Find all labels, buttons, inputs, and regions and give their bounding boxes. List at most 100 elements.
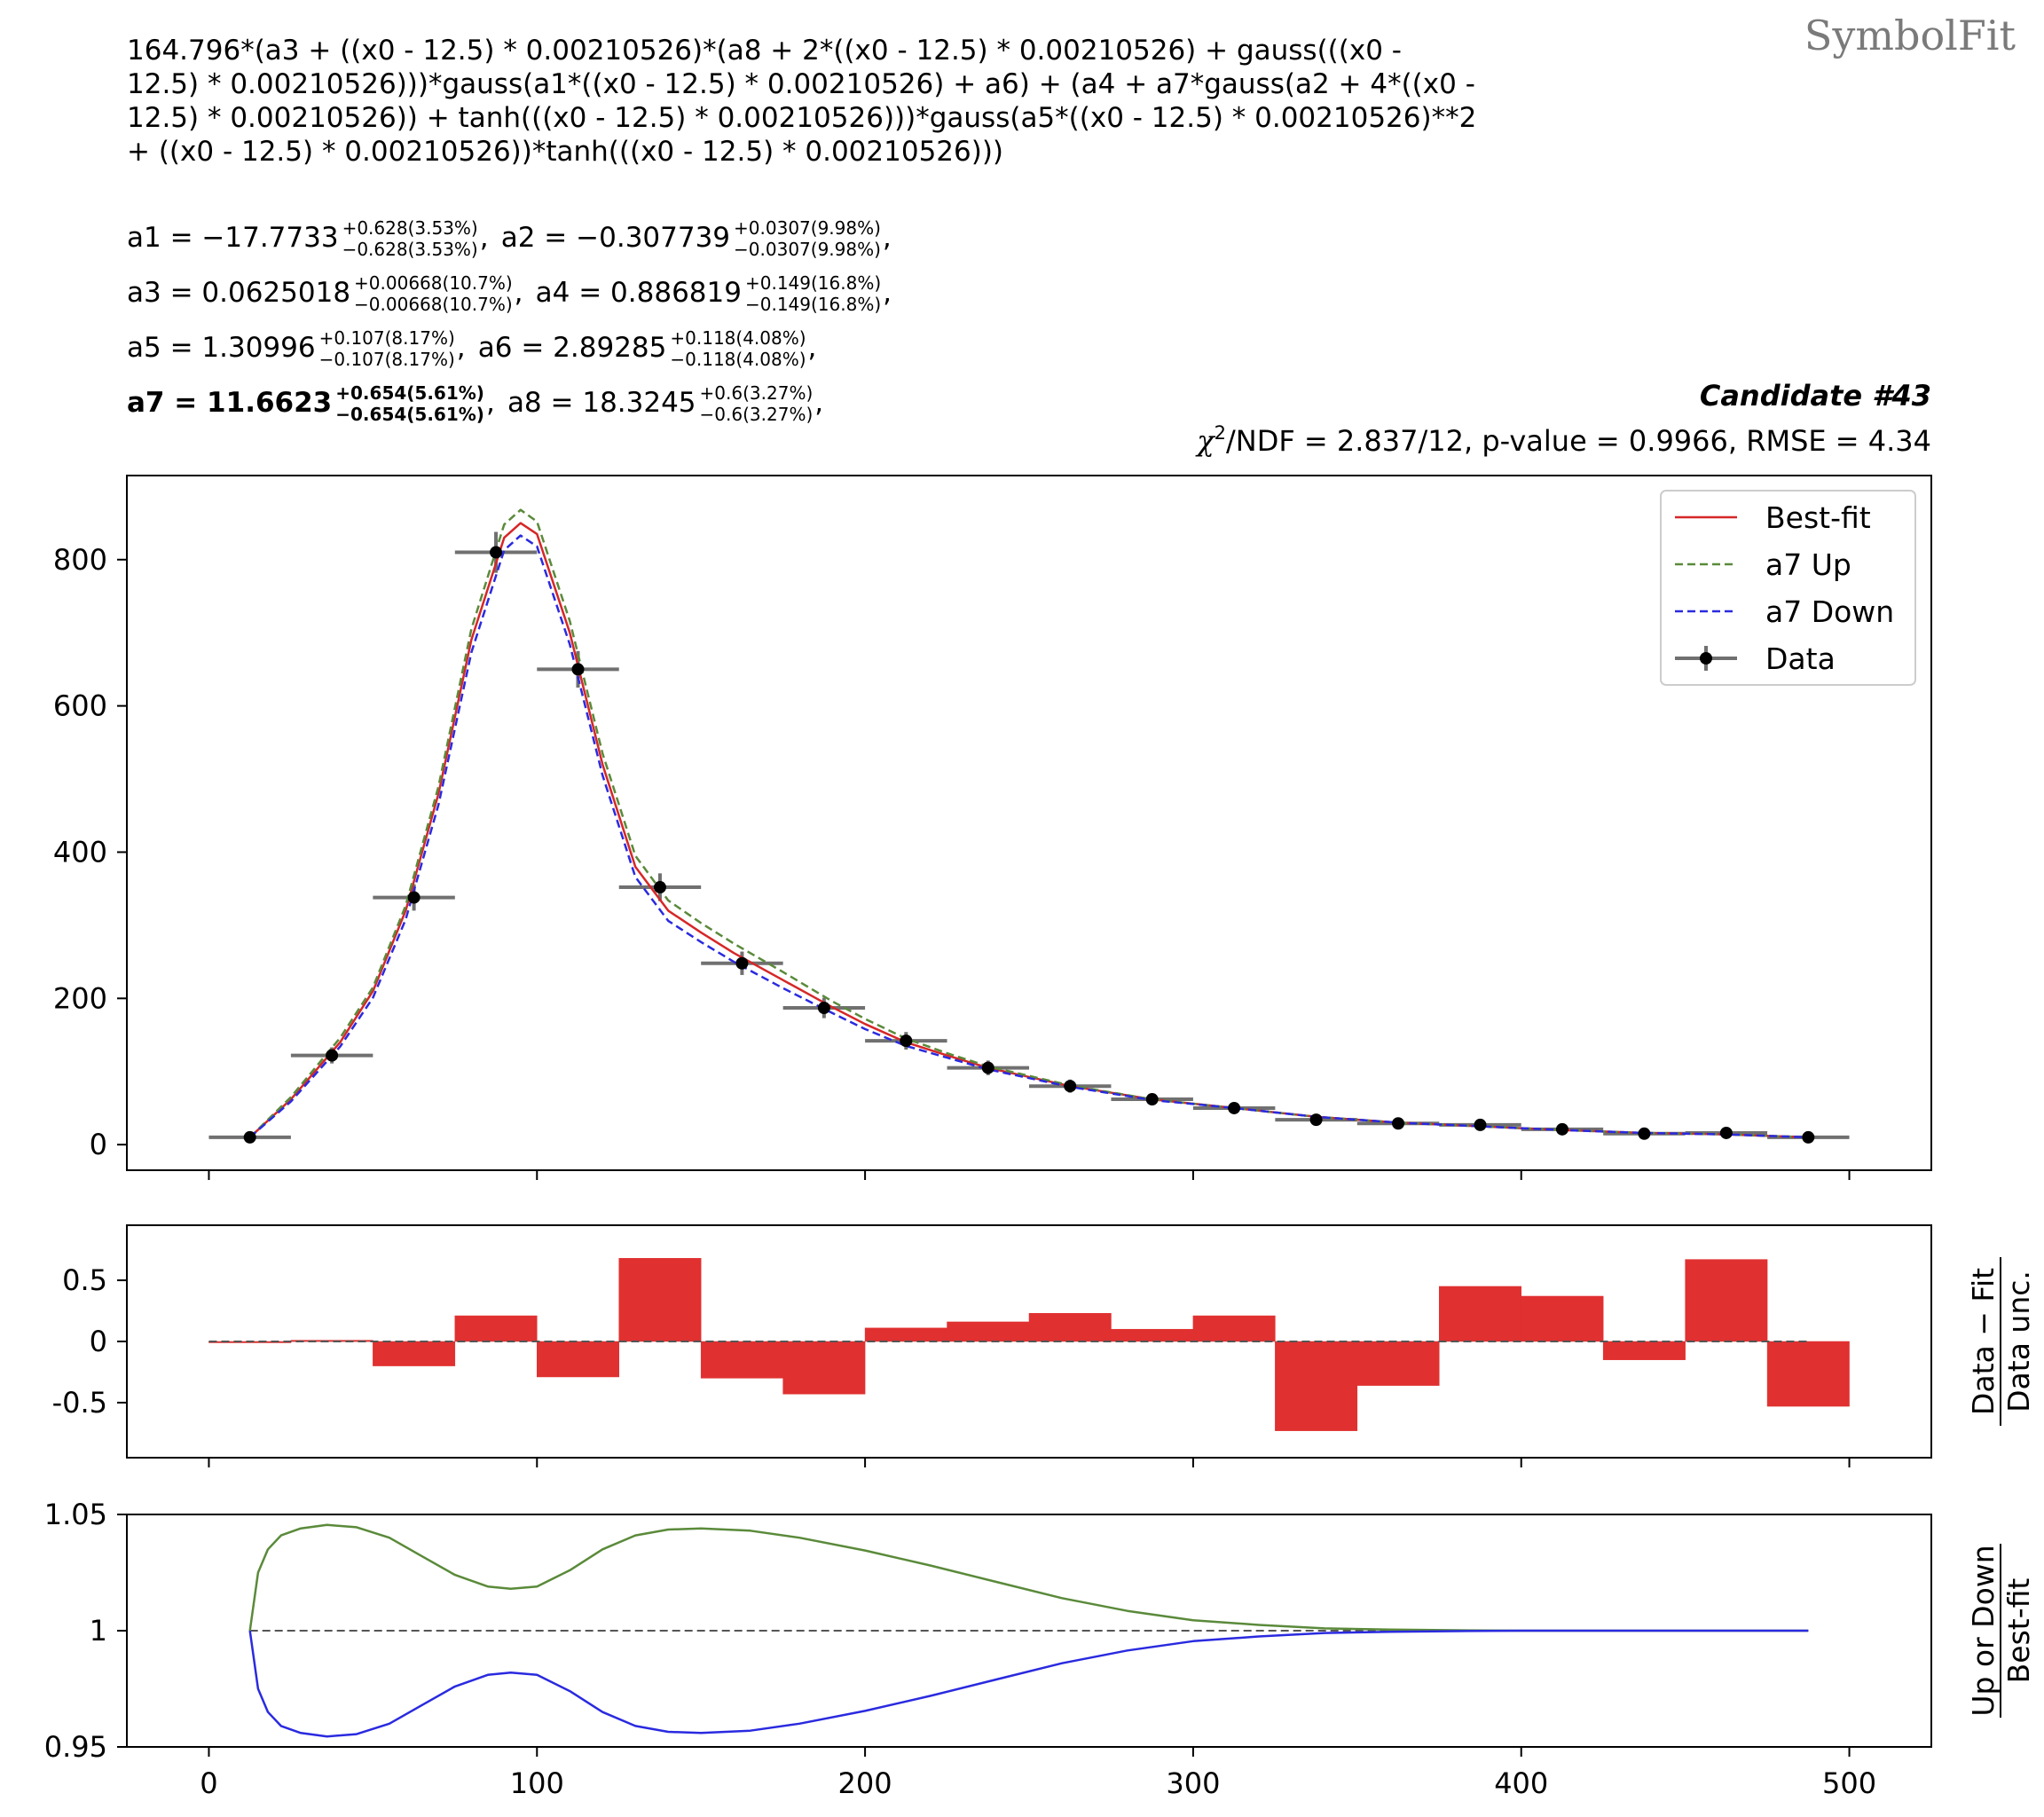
ratio-ylabel: Up or Down Best-fit <box>1966 1544 2036 1718</box>
data-point <box>407 891 421 904</box>
param-a2-down: −0.0307(9.98%) <box>734 239 881 260</box>
param-a7: a7 = 11.6623 +0.654(5.61%)−0.654(5.61%), <box>127 382 495 425</box>
chi-exponent: 2 <box>1215 422 1226 444</box>
data-point <box>243 1130 256 1144</box>
param-a1-up: +0.628(3.53%) <box>342 217 478 239</box>
param-a8-up: +0.6(3.27%) <box>700 382 814 404</box>
chi-symbol: χ <box>1195 424 1215 458</box>
formula-line-3: 12.5) * 0.00210526)) + tanh(((x0 - 12.5)… <box>127 102 1476 134</box>
ratio-xtick-label: 500 <box>1822 1766 1876 1800</box>
legend-swatch-data-marker <box>1700 652 1712 665</box>
residual-bar <box>947 1321 1030 1342</box>
param-a8-main: a8 = 18.3245 <box>507 387 696 419</box>
data-point <box>1638 1127 1651 1140</box>
param-a3-down: −0.00668(10.7%) <box>354 294 513 315</box>
param-a4-main: a4 = 0.886819 <box>536 277 742 309</box>
param-separator: , <box>883 277 892 309</box>
ratio-ylabel-numerator: Up or Down <box>1966 1545 2001 1716</box>
fit-statistics-text: /NDF = 2.837/12, p-value = 0.9966, RMSE … <box>1226 424 1931 458</box>
param-separator: , <box>457 332 466 364</box>
residual-ytick-label: 0.5 <box>62 1263 107 1297</box>
residual-ytick-label: -0.5 <box>52 1386 107 1420</box>
param-a1-main: a1 = −17.7733 <box>127 222 339 254</box>
param-a8: a8 = 18.3245 +0.6(3.27%)−0.6(3.27%), <box>507 382 823 425</box>
a7-up-curve <box>248 508 1809 1139</box>
ratio-panel: 1.05 1 0.95 0 100 200 300 400 500 Up or Down Bes… <box>44 1498 2036 1800</box>
ratio-ytick-label: 0.95 <box>44 1730 107 1764</box>
param-a6-down: −0.118(4.08%) <box>670 349 806 370</box>
data-point <box>735 956 749 970</box>
main-ytick-label: 600 <box>53 689 107 723</box>
data-point <box>1719 1126 1733 1139</box>
param-separator: , <box>814 387 823 419</box>
residual-bar <box>1192 1315 1276 1342</box>
param-separator: , <box>486 387 495 419</box>
legend-label-a7-down: a7 Down <box>1765 594 1894 629</box>
main-ytick-label: 800 <box>53 543 107 577</box>
main-ytick-label: 0 <box>90 1128 107 1161</box>
data-point <box>1064 1080 1077 1093</box>
data-point <box>1392 1117 1405 1130</box>
residual-ylabel-denominator: Data unc. <box>2001 1270 2036 1412</box>
formula-line-4: + ((x0 - 12.5) * 0.00210526))*tanh(((x0 … <box>127 136 1003 168</box>
data-point <box>326 1049 339 1062</box>
residual-bar <box>1602 1341 1686 1360</box>
residual-bar <box>1356 1341 1440 1386</box>
data-point <box>1228 1101 1241 1114</box>
main-axis-ticks: 0 200 400 600 800 <box>53 543 1851 1180</box>
legend-frame <box>1660 490 1916 686</box>
param-a5-up: +0.107(8.17%) <box>319 327 455 349</box>
param-a7-up: +0.654(5.61%) <box>335 382 484 404</box>
residual-bar <box>1111 1328 1194 1342</box>
residual-bar <box>864 1327 947 1342</box>
formula-line-1: 164.796*(a3 + ((x0 - 12.5) * 0.00210526)… <box>127 35 1402 67</box>
data-point <box>653 881 666 894</box>
param-a6: a6 = 2.89285 +0.118(4.08%)−0.118(4.08%), <box>478 327 817 370</box>
watermark-logo: SymbolFit <box>1804 12 2016 59</box>
param-a4: a4 = 0.886819 +0.149(16.8%)−0.149(16.8%), <box>536 272 892 315</box>
legend-label-a7-up: a7 Up <box>1765 547 1851 582</box>
ratio-ylabel-denominator: Best-fit <box>2001 1578 2036 1684</box>
param-a5: a5 = 1.30996 +0.107(8.17%)−0.107(8.17%), <box>127 327 466 370</box>
param-a1-down: −0.628(3.53%) <box>342 239 478 260</box>
main-ytick-label: 400 <box>53 835 107 869</box>
ratio-a7-down-curve <box>248 1629 1809 1738</box>
param-a6-main: a6 = 2.89285 <box>478 332 667 364</box>
data-point <box>571 663 585 676</box>
param-a2-main: a2 = −0.307739 <box>501 222 730 254</box>
ratio-ytick-label: 1 <box>90 1614 107 1648</box>
candidate-label: Candidate #43 <box>1700 379 1931 413</box>
a7-down-curve <box>248 534 1809 1139</box>
ratio-xtick-label: 400 <box>1494 1766 1548 1800</box>
param-separator: , <box>808 332 817 364</box>
residual-axis-ticks: 0.5 0 -0.5 <box>52 1263 1851 1467</box>
param-a2-up: +0.0307(9.98%) <box>734 217 881 239</box>
param-a6-up: +0.118(4.08%) <box>670 327 806 349</box>
param-a5-down: −0.107(8.17%) <box>319 349 455 370</box>
residual-bar <box>1766 1341 1850 1407</box>
residual-bar <box>1685 1259 1768 1342</box>
param-a7-main: a7 = 11.6623 <box>127 387 332 419</box>
residual-ylabel-numerator: Data − Fit <box>1966 1268 2001 1415</box>
data-point <box>1145 1093 1159 1106</box>
legend-label-best-fit: Best-fit <box>1765 500 1871 535</box>
param-a1: a1 = −17.7733 +0.628(3.53%)−0.628(3.53%), <box>127 217 489 260</box>
data-point <box>490 546 503 559</box>
residual-bar <box>1439 1286 1521 1342</box>
param-separator: , <box>515 277 523 309</box>
residual-bar <box>1521 1295 1604 1342</box>
data-point <box>817 1002 830 1015</box>
data-point <box>900 1034 913 1048</box>
fit-statistics: χ2/NDF = 2.837/12, p-value = 0.9966, RMS… <box>1195 422 1931 458</box>
ratio-xtick-label: 200 <box>838 1766 892 1800</box>
data-point <box>1802 1130 1815 1144</box>
residual-ytick-label: 0 <box>90 1325 107 1358</box>
main-plot-area <box>208 508 1850 1144</box>
param-separator: , <box>480 222 489 254</box>
main-ytick-label: 200 <box>53 981 107 1015</box>
param-separator: , <box>883 222 892 254</box>
ratio-xtick-label: 0 <box>200 1766 217 1800</box>
residual-bar <box>1028 1313 1112 1342</box>
residual-bar <box>618 1257 702 1342</box>
residual-bar <box>537 1341 619 1378</box>
